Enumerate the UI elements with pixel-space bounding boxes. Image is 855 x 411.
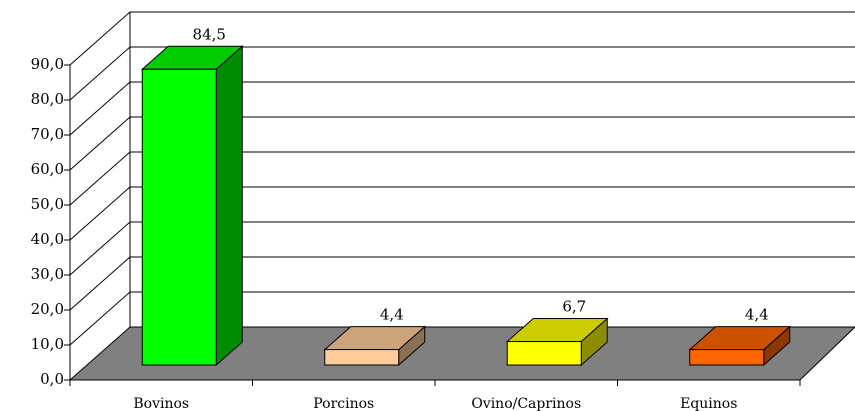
- grid-line: [69, 186, 855, 241]
- grid-line: [69, 151, 855, 206]
- value-label: 84,5: [193, 25, 226, 43]
- bar: [141, 68, 217, 366]
- x-tick-label: Ovino/Caprinos: [471, 396, 581, 411]
- grid-line: [69, 81, 855, 136]
- bar: [689, 349, 765, 366]
- x-tick-label: Equinos: [680, 396, 737, 411]
- y-tick-label: 50,0: [31, 195, 64, 213]
- grid-line: [69, 116, 855, 171]
- y-tick-label: 0,0: [40, 370, 64, 388]
- grid-line: [69, 256, 855, 311]
- x-tick-label: Porcinos: [313, 396, 374, 411]
- bar: [324, 349, 400, 366]
- y-tick-label: 40,0: [31, 230, 64, 248]
- y-tick-label: 70,0: [31, 125, 64, 143]
- bar: [506, 341, 582, 366]
- y-tick-label: 30,0: [31, 265, 64, 283]
- bar-side: [215, 45, 243, 367]
- grid-line: [69, 11, 855, 66]
- y-tick-label: 80,0: [31, 90, 64, 108]
- y-tick-label: 60,0: [31, 160, 64, 178]
- y-tick-label: 90,0: [31, 55, 64, 73]
- grid-line: [69, 221, 855, 276]
- value-label: 6,7: [562, 298, 586, 316]
- grid-line: [69, 291, 855, 346]
- value-label: 4,4: [745, 306, 769, 324]
- y-tick-label: 20,0: [31, 300, 64, 318]
- value-label: 4,4: [380, 306, 404, 324]
- grid-line: [69, 46, 855, 101]
- y-tick-label: 10,0: [31, 335, 64, 353]
- x-tick-label: Bovinos: [133, 396, 189, 411]
